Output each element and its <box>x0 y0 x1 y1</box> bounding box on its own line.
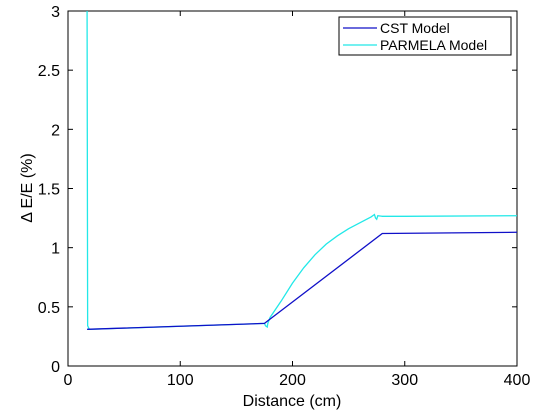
legend-label-parmela: PARMELA Model <box>380 37 487 53</box>
y-tick-label: 2 <box>51 122 60 139</box>
legend-box <box>338 16 512 56</box>
x-axis-label: Distance (cm) <box>243 393 342 410</box>
y-tick-label: 0 <box>51 359 60 376</box>
x-tick-label: 400 <box>504 372 531 389</box>
y-tick-label: 3 <box>51 4 60 21</box>
legend: CST Model PARMELA Model <box>338 16 512 56</box>
x-tick-label: 300 <box>391 372 418 389</box>
ticks <box>67 10 518 367</box>
y-tick-label: 2.5 <box>38 63 60 80</box>
plot-area <box>67 10 518 367</box>
series-lines <box>86 10 518 330</box>
x-tick-label: 100 <box>167 372 194 389</box>
y-tick-label: 0.5 <box>38 300 60 317</box>
y-axis-label: Δ E/E (%) <box>19 153 36 222</box>
series-line-parmela <box>86 10 518 330</box>
tick-labels: 0 100 200 300 400 0 0.5 1 1.5 2 2.5 3 <box>38 4 531 389</box>
x-tick-label: 0 <box>64 372 73 389</box>
legend-label-cst: CST Model <box>380 20 450 36</box>
y-tick-label: 1.5 <box>38 182 60 199</box>
series-line-cst <box>87 231 518 330</box>
y-tick-label: 1 <box>51 241 60 258</box>
x-tick-label: 200 <box>279 372 306 389</box>
